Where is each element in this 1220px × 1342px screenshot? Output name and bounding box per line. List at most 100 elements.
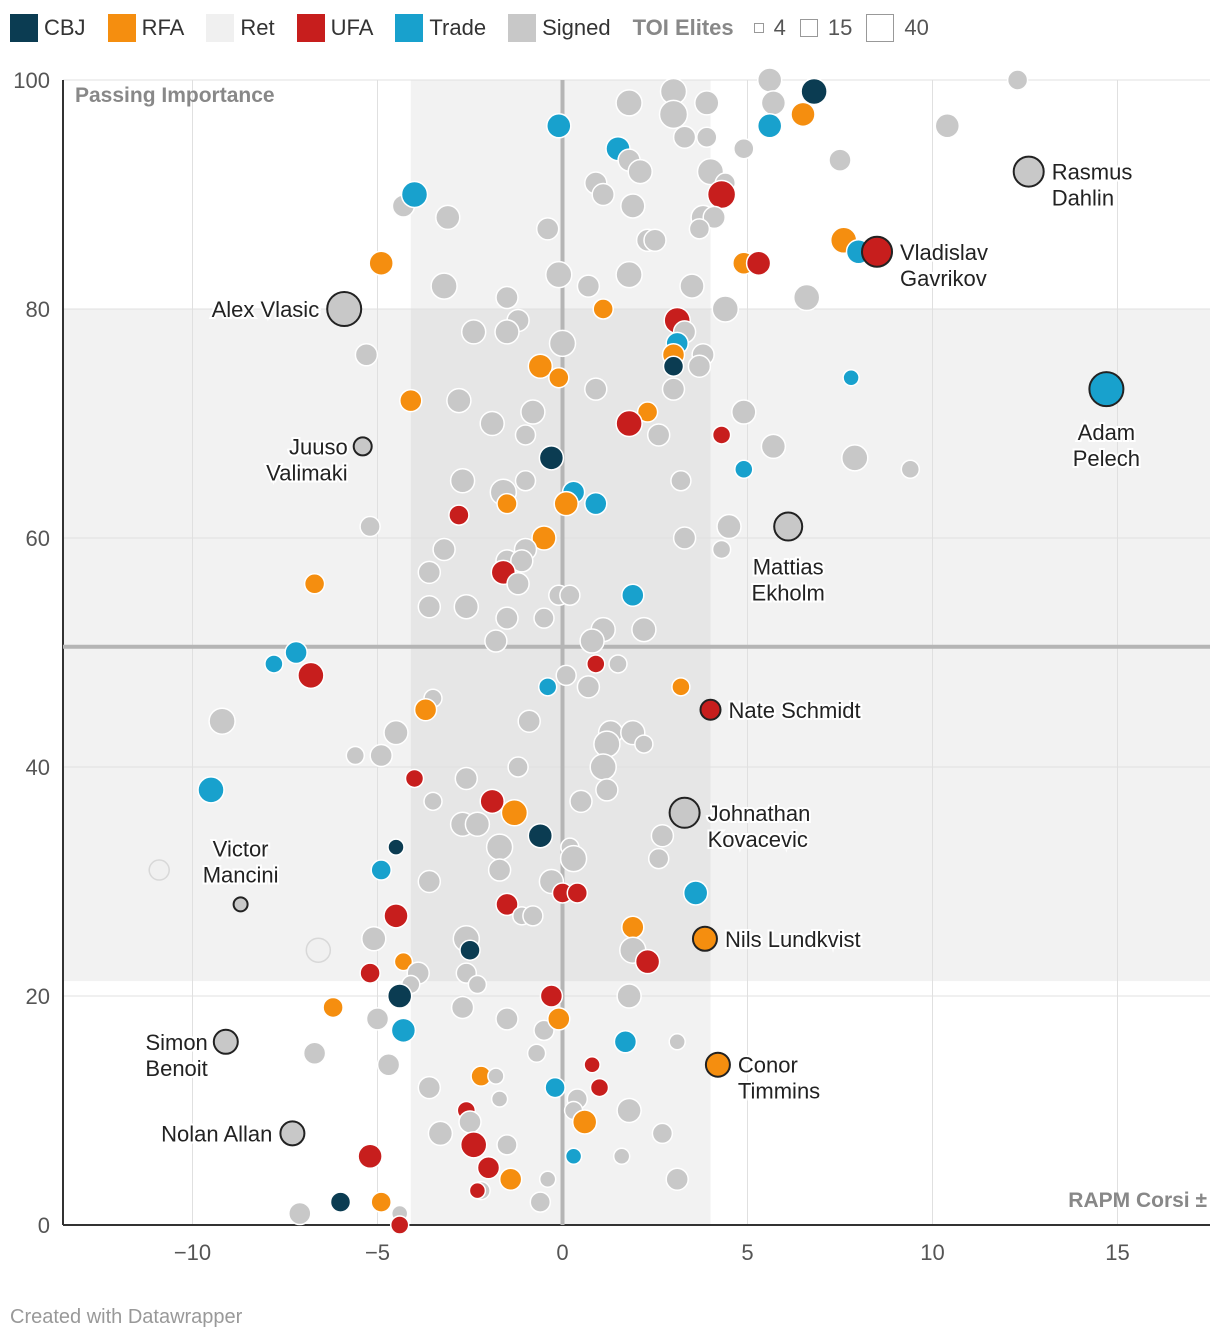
data-point [484,629,508,653]
point-label: Johnathan [708,801,811,826]
size-legend-item: 15 [799,15,852,41]
data-point [682,880,709,906]
data-point [510,549,534,573]
data-point [517,709,541,733]
data-point [460,319,487,345]
data-point [665,1167,689,1191]
data-point [400,180,429,209]
data-point [731,399,757,425]
data-point [514,424,537,446]
x-tick-label: 0 [556,1240,568,1265]
data-point [564,1147,583,1166]
point-label: Nate Schmidt [729,698,861,723]
data-point [672,125,697,149]
data-point [390,1017,417,1044]
data-point [531,525,557,551]
data-point [589,753,617,781]
data-point [733,137,755,160]
data-point [650,823,675,848]
datawrapper-credit: Created with Datawrapper [10,1306,243,1328]
data-point [376,1052,401,1077]
point-label: Juuso [289,434,348,459]
data-point [694,90,720,116]
data-point [800,77,828,106]
data-point [615,89,643,117]
data-point [148,859,170,881]
data-point [841,444,869,472]
legend-label: RFA [141,15,185,40]
data-point [450,995,475,1020]
data-point [197,776,225,804]
data-point [934,113,961,139]
size-legend-item: 4 [753,15,786,41]
data-point [569,789,593,814]
size-legend-box [753,23,764,33]
data-point [760,90,787,116]
data-point [495,1007,519,1031]
labeled-data-point [352,436,373,457]
legend-swatch [508,14,537,42]
data-point [636,401,659,423]
data-point [449,468,476,494]
data-point [756,67,783,93]
data-point [621,583,645,607]
data-point [535,217,560,241]
legend-swatch [206,14,235,42]
data-point [547,1007,571,1031]
data-point [559,844,588,873]
data-point [734,459,754,480]
data-point [359,515,381,538]
data-point [459,1131,488,1159]
data-point [527,353,554,379]
data-point [208,707,236,735]
point-label: Gavrikov [900,266,987,291]
data-point [507,756,529,778]
data-point [533,607,555,629]
data-point [522,905,544,927]
data-point [620,193,646,219]
data-points [148,67,1029,1235]
data-point [544,1076,566,1099]
data-point [687,354,712,378]
labeled-data-point [691,925,718,952]
data-point [417,560,442,585]
data-point [711,295,740,323]
data-point [387,838,405,856]
data-point [322,996,344,1019]
point-label: Dahlin [1052,186,1114,211]
x-tick-label: 10 [920,1240,944,1265]
point-label: Kovacevic [708,827,808,852]
data-point [467,974,488,995]
data-point [538,445,565,471]
data-point [490,1090,509,1108]
legend-label: CBJ [44,15,86,40]
data-point [389,1215,410,1235]
data-point [498,1167,523,1191]
data-point [479,410,505,437]
data-point [303,573,326,595]
legend-item-ret: Ret [206,14,275,42]
x-tick-label: 5 [741,1240,753,1265]
point-label: Ekholm [752,581,825,606]
data-point [591,182,615,207]
x-axis-title: RAPM Corsi ± [1068,1189,1207,1212]
data-point [302,1041,327,1065]
point-label: Pelech [1073,446,1140,471]
data-point [592,298,614,320]
labeled-data-point [1088,371,1125,408]
data-point [651,1122,674,1145]
data-point [615,409,643,438]
data-point [615,260,643,289]
data-point [487,1067,505,1085]
data-point [586,654,606,674]
point-label: Benoit [145,1056,207,1081]
data-point [468,1181,487,1200]
legend: CBJ RFA Ret UFA Trade Signed TOI Elites 4 15 40 [10,12,943,44]
data-point [545,260,573,289]
data-point [760,433,787,460]
data-point [448,504,470,526]
data-point [662,355,685,377]
data-point [458,1110,482,1134]
legend-swatch [296,14,325,42]
